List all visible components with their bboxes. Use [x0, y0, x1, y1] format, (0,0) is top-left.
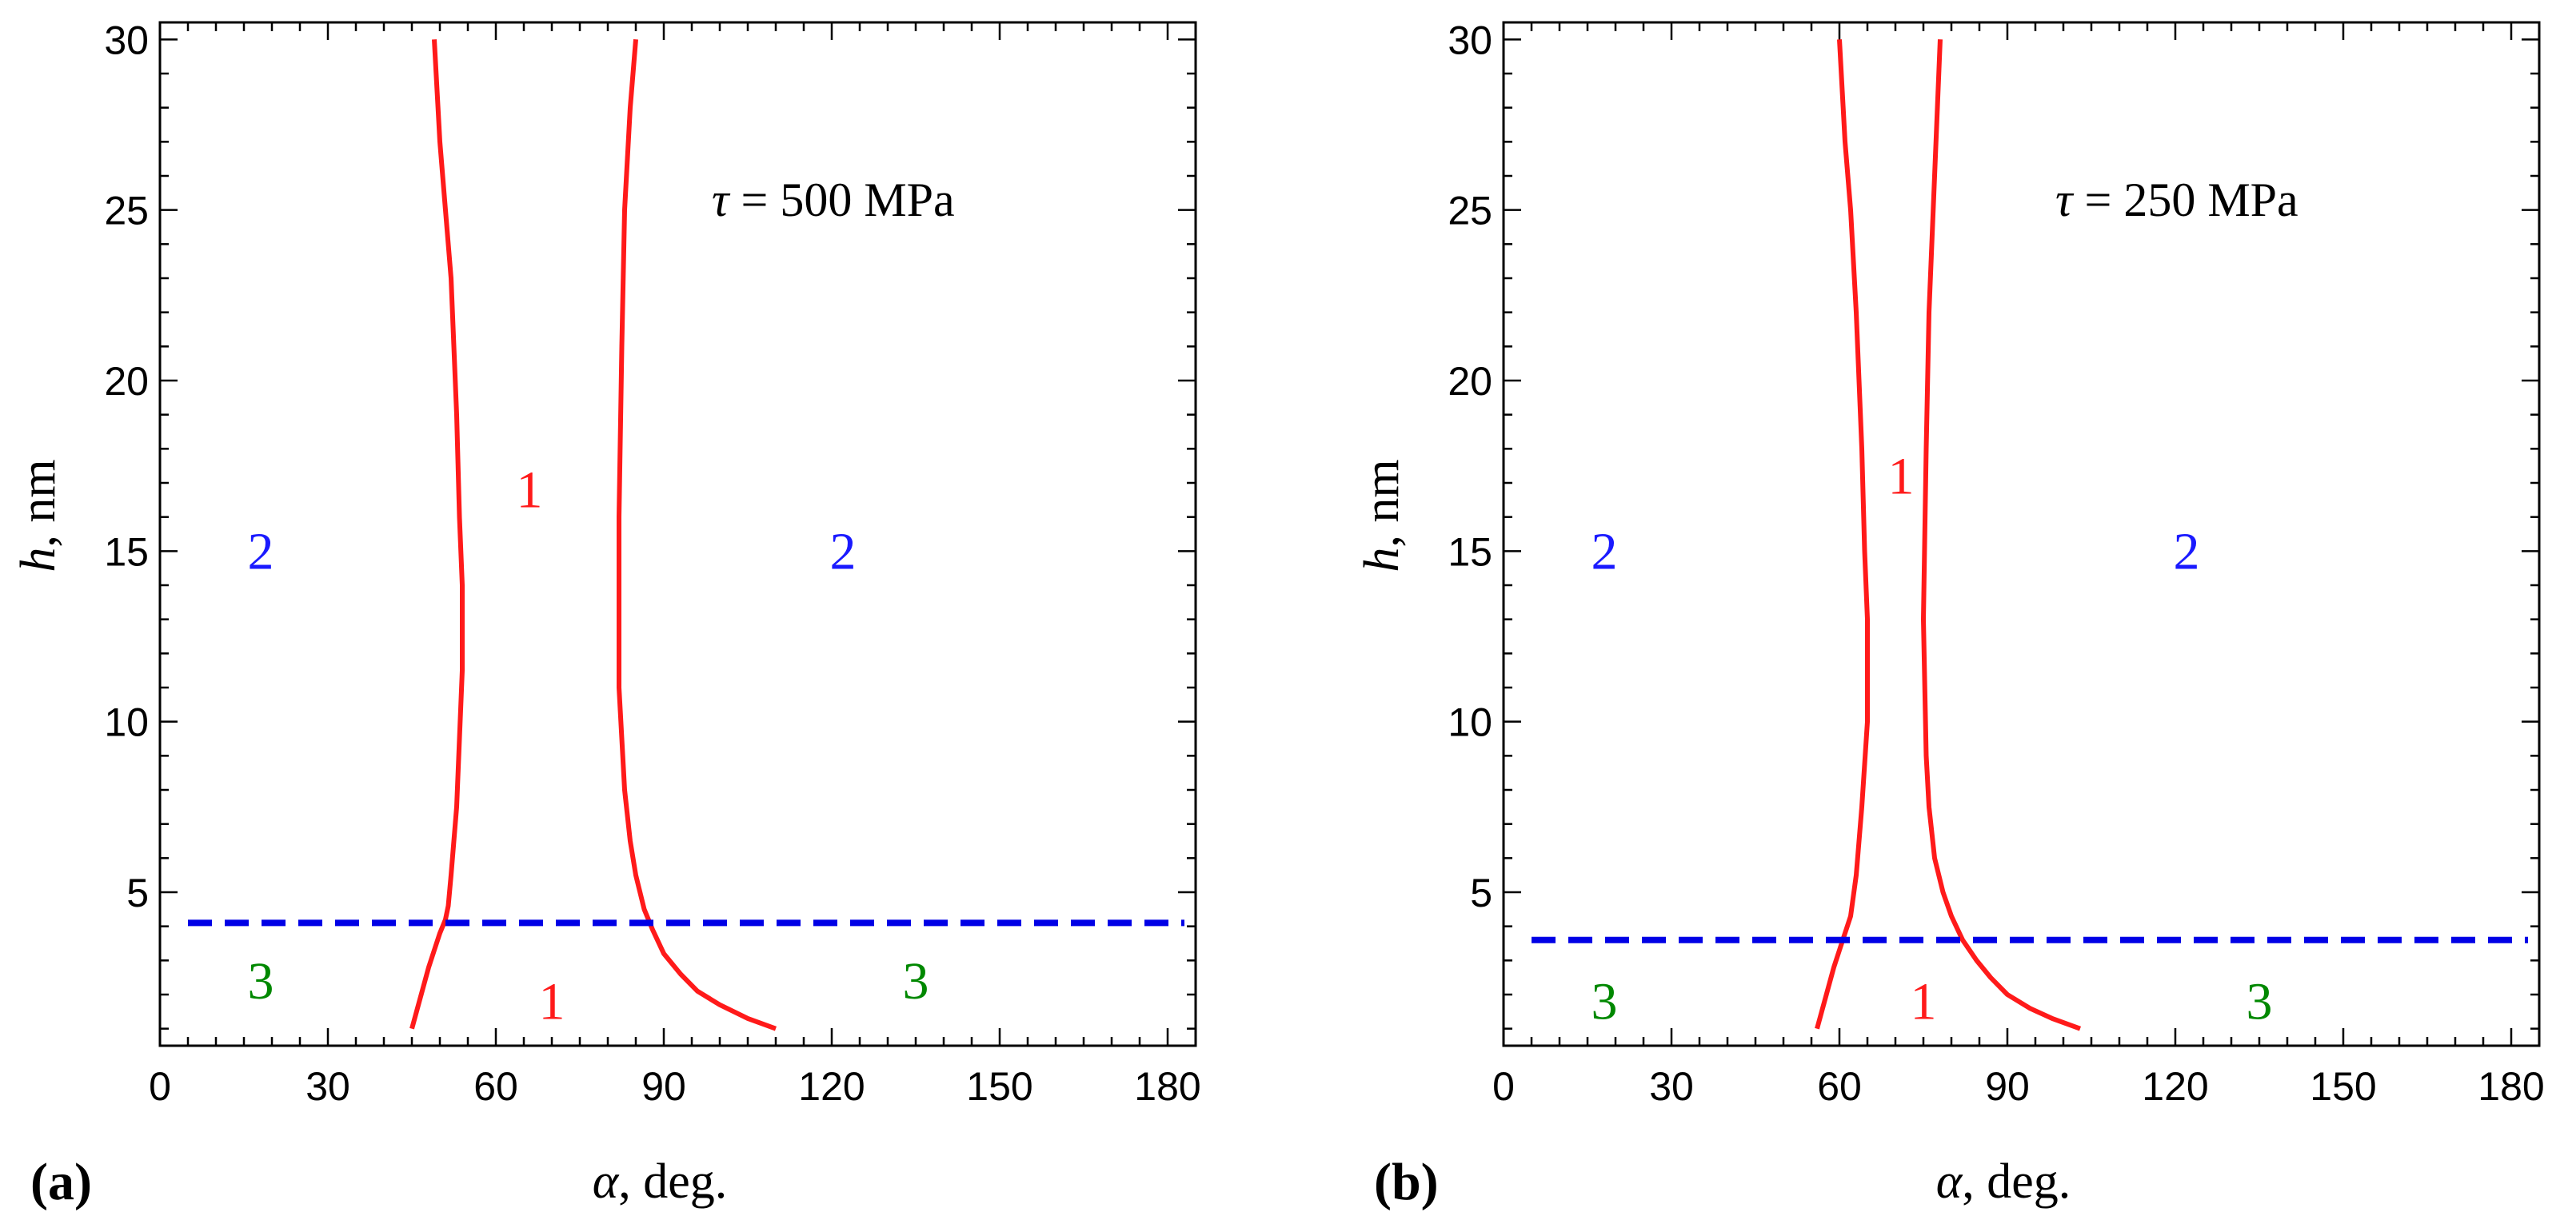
y-tick-label: 20: [1448, 359, 1492, 404]
plot-frame: [158, 21, 1197, 1047]
region-label-1: 1: [1911, 973, 1937, 1031]
panel-tag: (a): [30, 1153, 92, 1211]
region-label-3: 3: [2247, 973, 2273, 1031]
right-boundary-curve: [617, 39, 777, 1031]
panel-b: 0 30 60 90 120 150 180 5 10 15 20 25 30 2 1 2 3 1 3 τ = 250…: [1355, 18, 2545, 1211]
y-tick-label: 10: [104, 700, 149, 745]
y-axis-unit: , nm: [11, 459, 66, 547]
x-tick-label: 0: [149, 1064, 171, 1109]
y-tick-label: 20: [104, 359, 149, 404]
x-tick-label: 0: [1492, 1064, 1515, 1109]
y-axis-unit: , nm: [1355, 459, 1409, 547]
panel-tag: (b): [1374, 1153, 1439, 1211]
x-tick-label: 180: [1134, 1064, 1200, 1109]
x-tick-label: 60: [1817, 1064, 1862, 1109]
x-axis-unit: , deg.: [1962, 1154, 2071, 1209]
region-label-3: 3: [248, 952, 274, 1011]
right-boundary-curve: [1921, 39, 2082, 1031]
x-tick-label: 150: [966, 1064, 1032, 1109]
left-boundary-curve: [1815, 39, 1870, 1030]
x-axis-title: α, deg.: [1936, 1154, 2071, 1209]
y-axis-title: h, nm: [11, 459, 66, 572]
alpha-symbol: α: [593, 1154, 620, 1209]
y-tick-label: 30: [1448, 18, 1492, 62]
x-tick-label: 30: [306, 1064, 350, 1109]
y-tick-label: 10: [1448, 700, 1492, 745]
y-tick-label: 30: [104, 18, 149, 62]
left-boundary-curve: [409, 39, 465, 1030]
y-axis-title: h, nm: [1355, 459, 1409, 572]
tau-symbol: τ: [2055, 173, 2075, 226]
x-tick-label: 180: [2478, 1064, 2544, 1109]
region-label-1: 1: [539, 973, 565, 1031]
region-label-3: 3: [903, 952, 929, 1011]
alpha-symbol: α: [1936, 1154, 1963, 1209]
tau-symbol: τ: [712, 173, 731, 226]
h-symbol: h: [1355, 548, 1409, 572]
x-tick-label: 60: [473, 1064, 518, 1109]
region-label-2: 2: [1592, 522, 1618, 580]
region-label-2: 2: [248, 522, 274, 580]
x-axis-unit: , deg.: [618, 1154, 727, 1209]
y-tick-label: 15: [104, 529, 149, 574]
h-symbol: h: [11, 548, 66, 572]
y-tick-label: 15: [1448, 529, 1492, 574]
y-tick-label: 5: [1470, 871, 1492, 915]
x-tick-label: 30: [1649, 1064, 1694, 1109]
stress-value: = 250 MPa: [2072, 173, 2298, 226]
panel-a: 0 30 60 90 120 150 180 5 10 15 20 25 30 2 1 2 3 1 3 τ = 500…: [11, 18, 1201, 1211]
region-label-1: 1: [1888, 447, 1915, 505]
y-tick-label: 25: [1448, 189, 1492, 233]
y-tick-label: 25: [104, 189, 149, 233]
region-label-2: 2: [830, 522, 857, 580]
stress-annotation: τ = 500 MPa: [712, 173, 955, 226]
stress-annotation: τ = 250 MPa: [2055, 173, 2298, 226]
x-tick-label: 120: [2142, 1064, 2208, 1109]
y-tick-label: 5: [126, 871, 149, 915]
x-tick-label: 120: [798, 1064, 865, 1109]
x-axis-title: α, deg.: [593, 1154, 728, 1209]
region-label-3: 3: [1592, 973, 1618, 1031]
region-label-2: 2: [2174, 522, 2200, 580]
x-tick-label: 90: [641, 1064, 686, 1109]
plot-frame: [1502, 21, 2541, 1047]
x-tick-label: 90: [1985, 1064, 2030, 1109]
region-label-1: 1: [517, 461, 543, 520]
x-tick-label: 150: [2310, 1064, 2376, 1109]
stress-value: = 500 MPa: [729, 173, 954, 226]
